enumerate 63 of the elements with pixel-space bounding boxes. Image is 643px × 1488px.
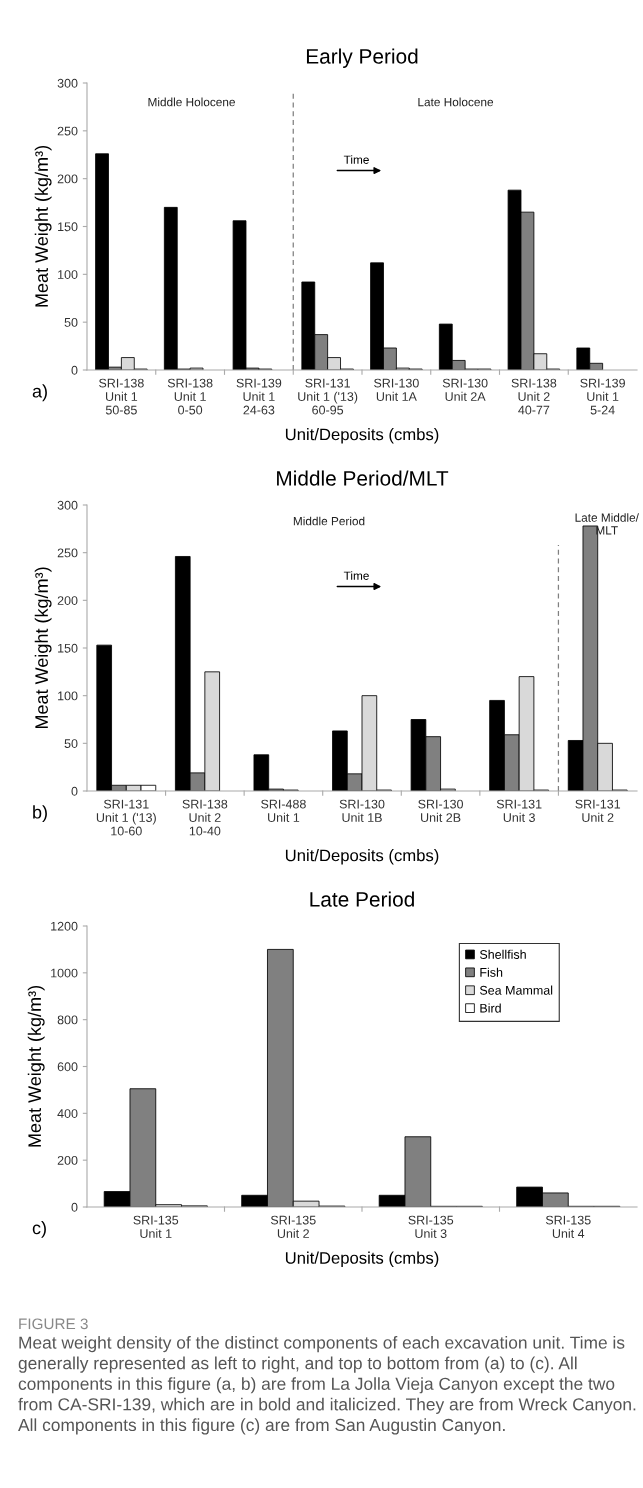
chart-title: Early Period [306,48,418,68]
y-tick-label: 100 [58,691,78,701]
x-tick-label: SRI-135 Unit 4 [545,1215,591,1238]
text: c) [32,1221,46,1238]
x-tick-label: SRI-138 Unit 1 50-85 [99,378,144,415]
annotation: Time [343,571,369,580]
y-tick-label: 0 [71,1202,78,1212]
y-tick-label: 150 [58,222,78,232]
x-axis-title: Unit/Deposits (cmbs) [285,1251,439,1268]
legend-label: Shellfish [479,949,526,959]
y-tick-label: 250 [57,126,78,136]
y-tick-label: 200 [57,596,78,605]
legend-label: Sea Mammal [479,985,553,995]
y-tick-label: 250 [57,548,78,558]
text: Meat weight density of the distinct components of each excavation unit. Time is generally represented as left to right, and top to bottom from (a) to (c). All components in this figure (a, b) are from La Jolla Vieja Canyon except the two from CA-SRI-139, which are in bold and italicized. They are from Wreck Canyon. All components in this figure (c) are from San Augustin Canyon. [18,1336,636,1435]
x-tick-label: SRI-138 Unit 2 10-40 [182,799,228,836]
annotation: Time [343,155,369,164]
x-tick-label: SRI-488 Unit 1 [261,799,306,822]
x-tick-label: SRI-139 Unit 1 24-63 [236,378,282,415]
text: b) [33,805,47,823]
x-tick-label: SRI-135 Unit 1 [133,1215,179,1238]
y-tick-label: 0 [71,786,78,796]
y-tick-label: 800 [57,1015,78,1025]
x-tick-label: SRI-138 Unit 1 0-50 [167,378,213,415]
x-tick-label: SRI-131 Unit 3 [496,799,542,822]
y-tick-label: 1000 [51,968,78,978]
y-tick-label: 50 [64,739,78,748]
x-tick-label: SRI-131 Unit 1 ('13) 60-95 [298,378,358,415]
chart-title: Late Period [310,891,414,907]
y-tick-label: 200 [57,1155,78,1165]
annotation: Middle Period [293,516,365,526]
text: a) [32,384,47,402]
annotation: Late Holocene [418,97,494,107]
annotation: Middle Holocene [148,97,235,107]
legend-label: Bird [480,1003,501,1013]
chart-title: Middle Period/MLT [277,470,449,486]
x-tick-label: SRI-130 Unit 2A [442,378,488,401]
y-tick-label: 600 [57,1062,78,1072]
x-tick-label: SRI-135 Unit 3 [408,1215,454,1238]
y-tick-label: 0 [71,365,78,375]
x-tick-label: SRI-130 Unit 2B [418,799,464,822]
y-tick-label: 100 [58,270,78,279]
y-axis-title: Meat Weight (kg/m³) [34,146,52,307]
legend-label: Fish [480,967,503,977]
y-tick-label: 1200 [51,921,78,931]
x-tick-label: SRI-131 Unit 2 [575,799,621,822]
y-axis-title: Meat Weight (kg/m³) [34,567,52,729]
y-axis-title: Meat Weight (kg/m³) [27,986,45,1147]
x-tick-label: SRI-135 Unit 2 [270,1215,316,1238]
y-tick-label: 50 [64,317,78,327]
x-tick-label: SRI-139 Unit 1 5-24 [580,378,625,415]
x-tick-label: SRI-138 Unit 2 40-77 [511,378,557,415]
y-tick-label: 400 [57,1109,78,1118]
x-tick-label: SRI-130 Unit 1A [374,378,419,401]
x-axis-title: Unit/Deposits (cmbs) [285,849,439,865]
y-tick-label: 300 [57,500,78,510]
x-tick-label: SRI-130 Unit 1B [339,799,385,822]
x-axis-title: Unit/Deposits (cmbs) [285,428,439,444]
x-tick-label: SRI-131 Unit 1 ('13) 10-60 [96,799,156,836]
y-tick-label: 300 [57,78,78,88]
y-tick-label: 200 [57,174,78,184]
caption: FIGURE 3 [19,1318,88,1330]
y-tick-label: 150 [58,643,78,653]
